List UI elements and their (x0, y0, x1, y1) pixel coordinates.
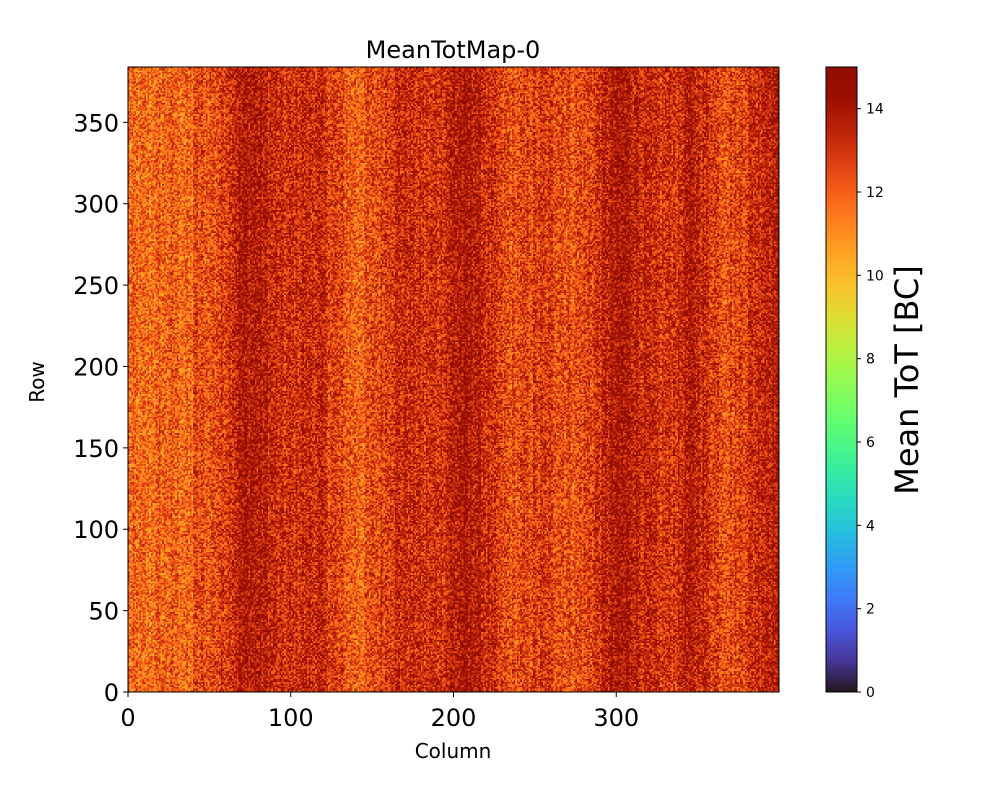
y-tick-label: 50 (88, 598, 119, 626)
colorbar-tick-label: 6 (866, 435, 875, 451)
x-tick-label: 300 (593, 704, 639, 732)
colorbar-tick-label: 2 (866, 602, 875, 618)
x-tick-label: 200 (431, 704, 477, 732)
colorbar: 0 2 4 6 8 10 12 14 Mean ToT [BC] (825, 66, 926, 701)
y-tick-label: 0 (104, 679, 119, 707)
y-tick-label: 200 (73, 353, 119, 381)
y-tick-label: 350 (73, 109, 119, 137)
colorbar-tick-label: 14 (866, 102, 884, 118)
chart-title: MeanTotMap-0 (366, 36, 541, 64)
y-tick-label: 250 (73, 272, 119, 300)
colorbar-tick-label: 4 (866, 518, 875, 534)
heatmap-image (128, 67, 779, 692)
colorbar-tick-label: 10 (866, 268, 884, 284)
y-tick-label: 300 (73, 191, 119, 219)
colorbar-ticks: 0 2 4 6 8 10 12 14 (857, 102, 884, 701)
colorbar-tick-label: 8 (866, 352, 875, 368)
y-tick-label: 100 (73, 516, 119, 544)
y-axis: 0 50 100 150 200 250 300 350 (73, 109, 128, 707)
colorbar-tick-label: 12 (866, 185, 884, 201)
x-tick-label: 0 (120, 704, 135, 732)
x-tick-label: 100 (268, 704, 314, 732)
x-axis-label: Column (415, 739, 492, 763)
colorbar-tick-label: 0 (866, 685, 875, 701)
x-axis: 0 100 200 300 (120, 692, 639, 732)
colorbar-frame (825, 66, 858, 693)
y-axis-label: Row (25, 361, 49, 403)
colorbar-gradient (826, 67, 857, 692)
plot-area (127, 66, 780, 693)
y-tick-label: 150 (73, 435, 119, 463)
colorbar-label: Mean ToT [BC] (888, 265, 926, 494)
